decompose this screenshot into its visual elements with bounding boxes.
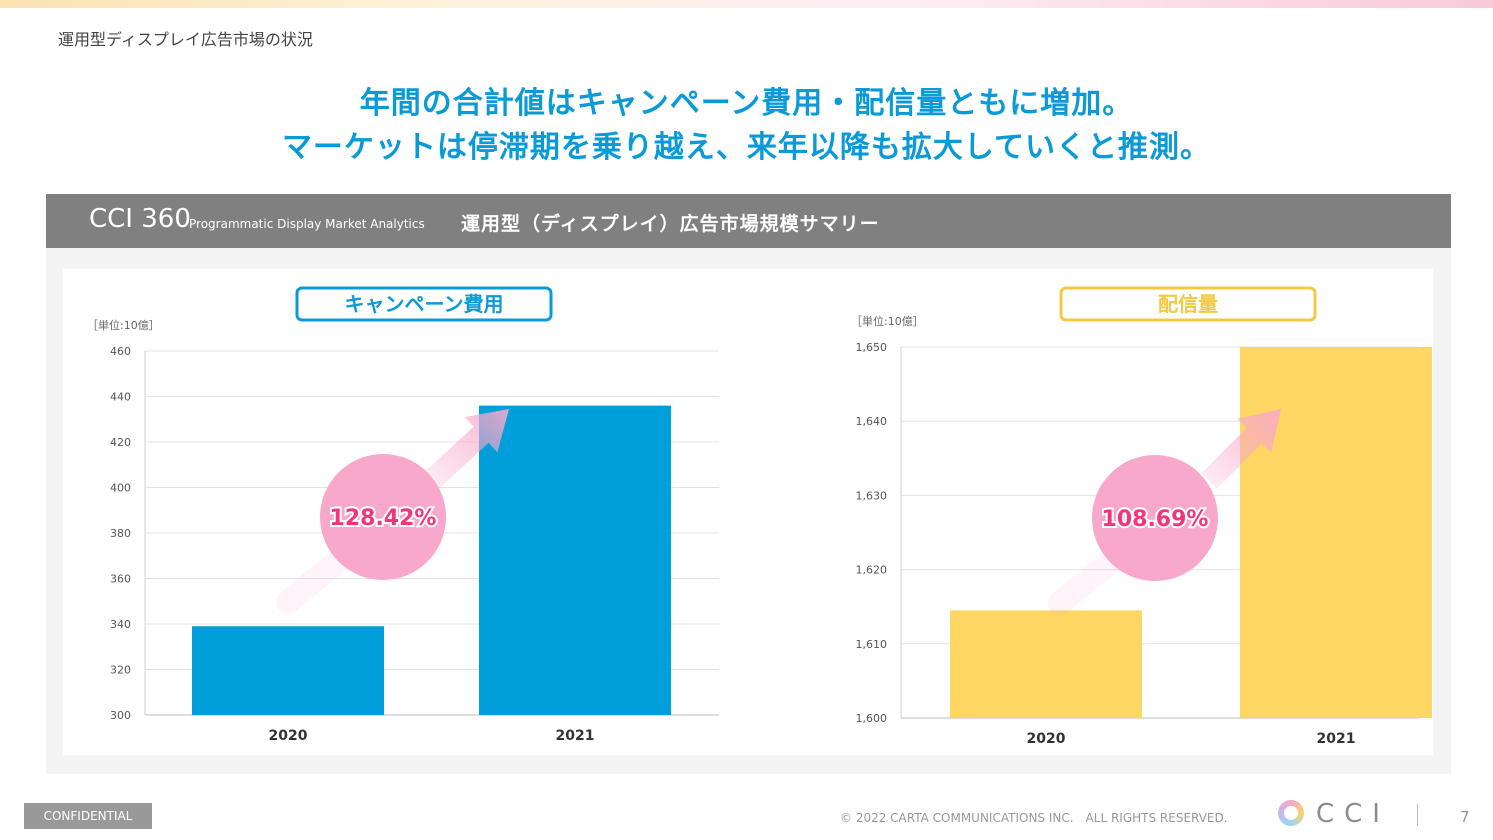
y-tick-label: 1,640 <box>856 415 888 428</box>
y-tick-label: 440 <box>110 391 131 404</box>
growth-arrow-icon <box>1201 409 1281 489</box>
y-tick-label: 380 <box>110 527 131 540</box>
chart-title: キャンペーン費用 <box>345 292 504 316</box>
y-tick-label: 1,610 <box>856 638 888 651</box>
footer-divider <box>1417 804 1418 826</box>
copyright-text: © 2022 CARTA COMMUNICATIONS INC. ALL RIG… <box>840 811 1228 825</box>
chart-title: 配信量 <box>1158 292 1218 316</box>
x-category-label: 2020 <box>269 728 308 744</box>
unit-label: ［単位:10億］ <box>87 318 160 332</box>
y-tick-label: 1,600 <box>856 712 888 725</box>
chart-title-box <box>1059 286 1317 322</box>
y-tick-label: 1,620 <box>856 564 888 577</box>
y-tick-label: 460 <box>110 345 131 358</box>
confidential-badge: CONFIDENTIAL <box>24 803 152 829</box>
summary-panel: CCI 360 Programmatic Display Market Anal… <box>46 194 1451 774</box>
growth-arrow-tail <box>1048 546 1127 615</box>
y-tick-label: 320 <box>110 664 131 677</box>
growth-arrow-tail <box>276 545 355 614</box>
panel-title: 運用型（ディスプレイ）広告市場規模サマリー <box>461 213 880 235</box>
x-category-label: 2020 <box>1027 731 1066 747</box>
bar-2021 <box>479 405 671 715</box>
y-tick-label: 340 <box>110 618 131 631</box>
y-tick-label: 400 <box>110 482 131 495</box>
headline-line-1: 年間の合計値はキャンペーン費用・配信量ともに増加。 <box>359 86 1134 121</box>
growth-bubble <box>1092 455 1218 581</box>
bar-2020 <box>192 626 384 715</box>
campaign-cost-chart: キャンペーン費用 ［単位:10億］ 300 320 340 360 380 400 420 440… <box>87 286 719 744</box>
growth-arrow-icon <box>423 409 509 490</box>
growth-rate-label: 128.42% <box>330 506 437 531</box>
cci-logo-icon <box>1278 800 1304 826</box>
panel-brand: CCI 360 <box>89 204 191 234</box>
y-tick-label: 1,650 <box>856 341 888 354</box>
cci-logo-text: CCI <box>1316 799 1390 829</box>
section-label: 運用型ディスプレイ広告市場の状況 <box>58 30 313 49</box>
panel-subtitle: Programmatic Display Market Analytics <box>189 217 425 231</box>
top-gradient-strip <box>0 0 1493 8</box>
x-category-label: 2021 <box>556 728 595 744</box>
growth-rate-label: 108.69% <box>1102 507 1209 532</box>
headline-line-2: マーケットは停滞期を乗り越え、来年以降も拡大していくと推測。 <box>281 130 1212 165</box>
bar-2021 <box>1240 347 1432 718</box>
unit-label: ［単位:10億］ <box>851 314 924 328</box>
page-number: 7 <box>1460 808 1470 826</box>
panel-header: CCI 360 Programmatic Display Market Anal… <box>46 194 1451 248</box>
bar-2020 <box>950 610 1142 718</box>
x-category-label: 2021 <box>1317 731 1356 747</box>
charts-area: キャンペーン費用 ［単位:10億］ 300 320 340 360 380 400 420 440… <box>63 269 1433 755</box>
y-tick-label: 420 <box>110 436 131 449</box>
y-tick-label: 300 <box>110 709 131 722</box>
growth-bubble <box>320 454 446 580</box>
delivery-volume-chart: 配信量 ［単位:10億］ 1,600 1,610 1,620 1,630 1,640 1,65… <box>851 286 1432 747</box>
y-tick-label: 1,630 <box>856 489 888 502</box>
chart-title-box <box>295 286 553 322</box>
y-tick-label: 360 <box>110 573 131 586</box>
